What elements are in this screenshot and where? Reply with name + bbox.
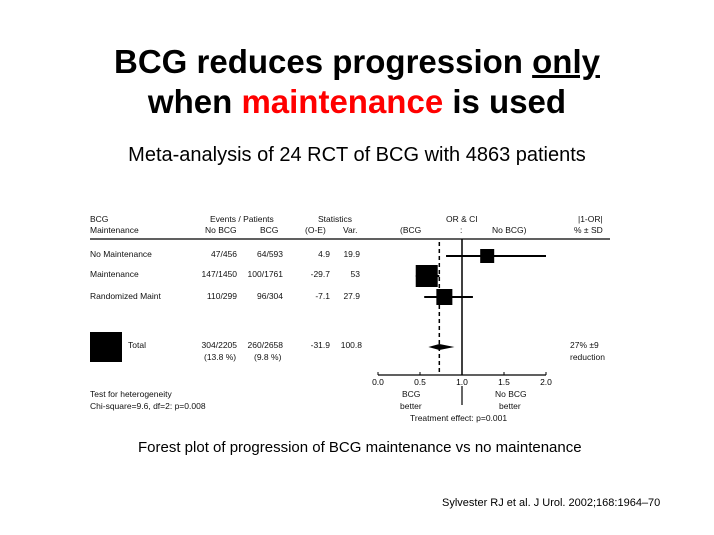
- col-header-nobcg: No BCG: [205, 225, 237, 235]
- var-cell: 100.8: [340, 340, 362, 350]
- col-header-sd: % ± SD: [574, 225, 603, 235]
- bcg-pct: (9.8 %): [254, 352, 282, 362]
- oe-cell: -7.1: [315, 291, 330, 301]
- nobcg-cell: 110/299: [206, 291, 237, 301]
- pooled-diamond: [428, 344, 455, 350]
- total-square-marker: [90, 332, 122, 362]
- treatment-effect: Treatment effect: p=0.001: [410, 413, 508, 423]
- col-header-nobcg-right: No BCG): [492, 225, 527, 235]
- title-highlight: maintenance: [241, 83, 444, 120]
- nobcg-cell: 147/1450: [201, 269, 237, 279]
- heterogeneity-title: Test for heterogeneity: [90, 389, 172, 399]
- study-marker: [415, 265, 438, 287]
- col-header-bcg: BCG: [90, 214, 109, 224]
- var-cell: 53: [350, 269, 360, 279]
- col-header-bcg-left: (BCG: [400, 225, 422, 235]
- row-label: Total: [128, 340, 146, 350]
- study-marker: [436, 289, 453, 305]
- var-cell: 19.9: [343, 249, 360, 259]
- right-label-2: better: [499, 401, 521, 411]
- col-header-colon: :: [460, 225, 463, 235]
- oe-cell: 4.9: [318, 249, 330, 259]
- row-label: No Maintenance: [90, 249, 152, 259]
- left-label-1: BCG: [402, 389, 421, 399]
- col-header-var: Var.: [343, 225, 358, 235]
- right-label-1: No BCG: [495, 389, 527, 399]
- x-tick-label: 1.0: [456, 377, 468, 387]
- col-header-1-or: |1-OR|: [578, 214, 603, 224]
- oe-cell: -29.7: [310, 269, 330, 279]
- bcg-cell: 260/2658: [247, 340, 283, 350]
- title-text: BCG reduces progression: [114, 43, 533, 80]
- var-cell: 27.9: [343, 291, 360, 301]
- bcg-cell: 96/304: [257, 291, 283, 301]
- title-text: is used: [443, 83, 567, 120]
- x-tick-label: 1.5: [498, 377, 510, 387]
- nobcg-cell: 304/2205: [201, 340, 237, 350]
- oe-cell: -31.9: [310, 340, 330, 350]
- col-header-orci: OR & CI: [446, 214, 478, 224]
- col-header-statistics: Statistics: [318, 214, 353, 224]
- slide-title: BCG reduces progression only when mainte…: [0, 42, 714, 122]
- x-tick-label: 2.0: [540, 377, 552, 387]
- bcg-cell: 100/1761: [247, 269, 283, 279]
- col-header-events: Events / Patients: [210, 214, 274, 224]
- bcg-cell: 64/593: [257, 249, 283, 259]
- nobcg-pct: (13.8 %): [204, 352, 237, 362]
- col-header-maintenance: Maintenance: [90, 225, 139, 235]
- x-tick-label: 0.0: [372, 377, 384, 387]
- title-text: when: [147, 83, 242, 120]
- subtitle: Meta-analysis of 24 RCT of BCG with 4863…: [128, 144, 586, 166]
- row-label: Maintenance: [90, 269, 139, 279]
- left-label-2: better: [400, 401, 422, 411]
- citation: Sylvester RJ et al. J Urol. 2002;168:196…: [442, 497, 661, 509]
- title-emphasis: only: [532, 43, 600, 80]
- col-header-bcg2: BCG: [260, 225, 279, 235]
- nobcg-cell: 47/456: [211, 249, 237, 259]
- row-label: Randomized Maint: [90, 291, 161, 301]
- x-tick-label: 0.5: [414, 377, 426, 387]
- col-header-oe: (O-E): [305, 225, 326, 235]
- study-marker: [480, 249, 495, 263]
- heterogeneity-stats: Chi-square=9.6, df=2: p=0.008: [90, 401, 206, 411]
- effect-label: reduction: [570, 352, 605, 362]
- caption: Forest plot of progression of BCG mainte…: [138, 439, 582, 456]
- effect-value: 27% ±9: [570, 340, 599, 350]
